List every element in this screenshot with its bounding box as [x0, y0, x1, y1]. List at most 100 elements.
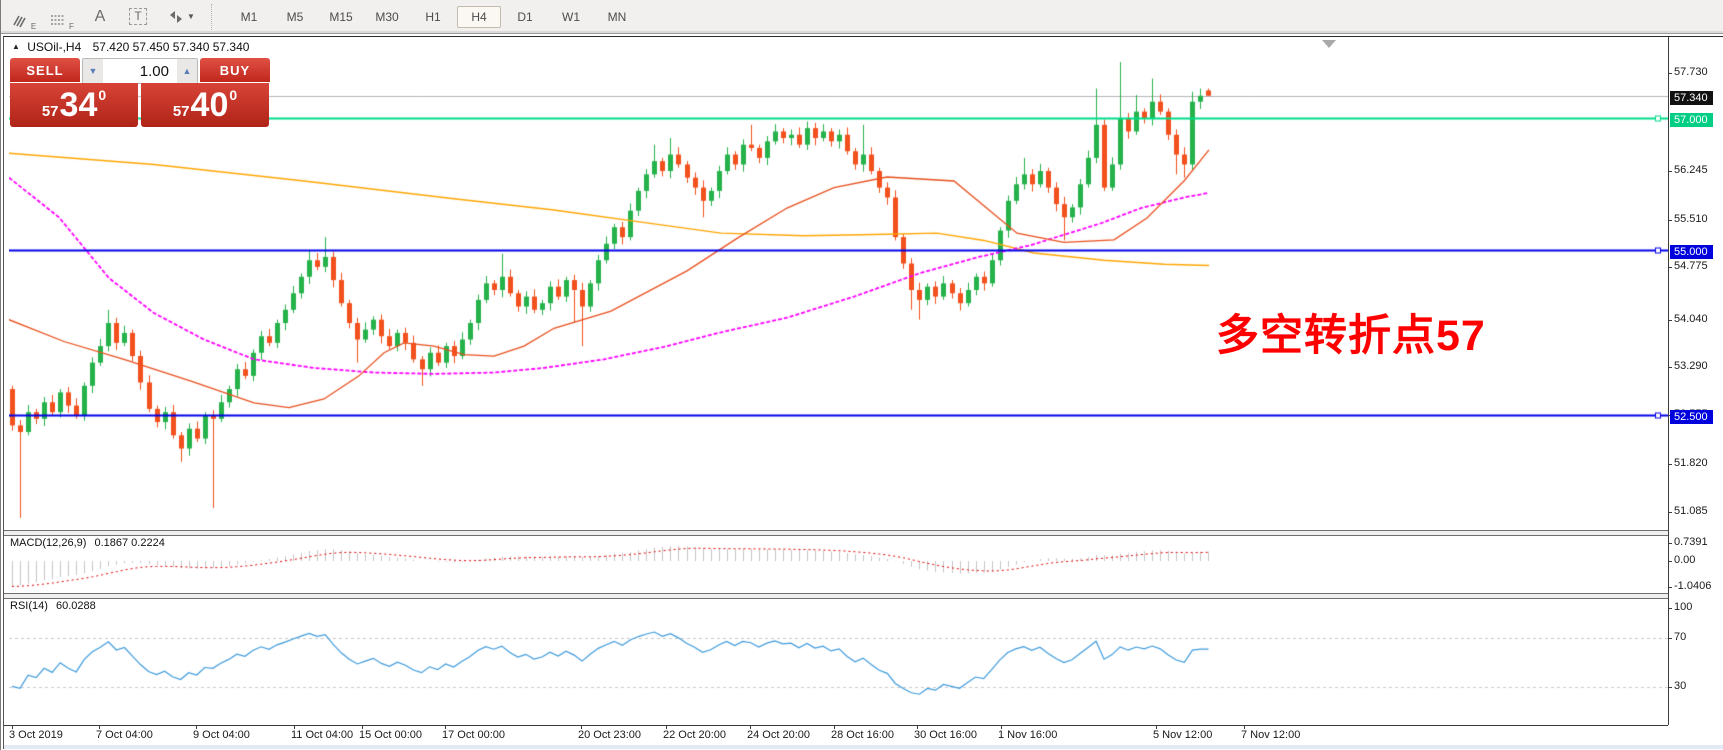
one-click-trading-panel: SELL ▼ 1.00 ▲ BUY 57 34 0 57 40 0	[10, 58, 270, 127]
macd-tick-mark	[1668, 587, 1672, 588]
experts-icon-glyph	[13, 15, 26, 27]
volume-input[interactable]: 1.00	[139, 62, 169, 80]
timeframe-button-h4[interactable]: H4	[457, 5, 501, 28]
experts-icon-sub: E	[30, 21, 37, 31]
text-label-icon[interactable]: A	[94, 7, 106, 25]
price-tick-mark	[1668, 73, 1672, 74]
buy-button[interactable]: BUY	[200, 58, 270, 82]
timeframe-button-d1[interactable]: D1	[517, 9, 533, 24]
macd-axis-label: 0.00	[1674, 554, 1696, 566]
time-tick-mark	[1244, 725, 1245, 729]
chart-client-area: ▲ USOil-,H4 57.420 57.450 57.340 57.340 …	[3, 36, 1723, 749]
text-box-icon[interactable]: T	[123, 5, 153, 29]
timeframe-button-m5[interactable]: M5	[286, 9, 304, 24]
time-tick-label: 3 Oct 2019	[9, 729, 63, 741]
volume-decrease-button[interactable]: ▼	[83, 59, 103, 83]
time-tick-label: 28 Oct 16:00	[831, 729, 894, 741]
rsi-tick-mark	[1668, 638, 1672, 639]
time-tick-mark	[445, 725, 446, 729]
macd-tick-mark	[1668, 543, 1672, 544]
price-tick-label: 57.730	[1674, 66, 1708, 78]
timeframe-button-m30[interactable]: M30	[375, 9, 399, 24]
macd-indicator-chart[interactable]	[9, 536, 1668, 590]
time-tick-label: 7 Oct 04:00	[96, 729, 153, 741]
time-tick-label: 30 Oct 16:00	[914, 729, 977, 741]
time-tick-label: 17 Oct 00:00	[442, 729, 505, 741]
time-tick-label: 11 Oct 04:00	[291, 729, 354, 741]
price-tick-mark	[1668, 171, 1672, 172]
timeframe-button-h1[interactable]: H1	[425, 9, 441, 24]
toolbar-separator	[211, 3, 220, 30]
fibo-grid-icon-glyph	[51, 14, 66, 25]
main-price-chart[interactable]	[9, 40, 1668, 528]
rsi-axis-label: 100	[1674, 601, 1693, 613]
time-tick-mark	[12, 725, 13, 729]
time-tick-mark	[196, 725, 197, 729]
timeframe-button-m15[interactable]: M15	[329, 9, 353, 24]
price-axis-line	[1668, 37, 1669, 725]
timeframe-bar: M1 M5 M15 M30 H1 H4 D1 W1 MN	[226, 5, 640, 28]
cycle-arrows-glyph	[170, 10, 183, 23]
time-tick-mark	[99, 725, 100, 729]
time-tick-label: 9 Oct 04:00	[193, 729, 250, 741]
time-tick-label: 1 Nov 16:00	[998, 729, 1058, 741]
macd-tick-mark	[1668, 561, 1672, 562]
sell-price-sup: 0	[98, 87, 107, 103]
buy-price-display[interactable]: 57 40 0	[141, 83, 269, 127]
time-tick-mark	[917, 725, 918, 729]
timeframe-button-mn[interactable]: MN	[607, 9, 627, 24]
price-tick-label: 54.775	[1674, 260, 1708, 272]
sell-price-big: 34	[59, 86, 98, 124]
price-tick-mark	[1668, 464, 1672, 465]
time-tick-mark	[1001, 725, 1002, 729]
price-badge: 52.500	[1670, 410, 1713, 424]
text-box-glyph: T	[129, 8, 147, 25]
rsi-name: RSI(14)	[10, 600, 48, 612]
timeframe-button-w1[interactable]: W1	[562, 9, 580, 24]
price-tick-label: 55.510	[1674, 213, 1708, 225]
volume-increase-button[interactable]: ▲	[177, 59, 197, 83]
rsi-indicator-chart[interactable]	[9, 599, 1668, 725]
time-tick-label: 22 Oct 20:00	[663, 729, 726, 741]
price-tick-mark	[1668, 320, 1672, 321]
timeframe-button-m1[interactable]: M1	[240, 9, 258, 24]
price-tick-label: 56.245	[1674, 164, 1708, 176]
fibo-grid-icon[interactable]: F	[47, 5, 77, 31]
macd-values: 0.1867 0.2224	[94, 537, 165, 549]
toolbar: E F A T ▼ M1 M5 M15 M30 H1 H4 D1 W1 MN	[1, 0, 1723, 34]
price-tick-label: 53.290	[1674, 360, 1708, 372]
rsi-axis-label: 70	[1674, 631, 1687, 643]
price-tick-label: 51.085	[1674, 505, 1708, 517]
experts-icon[interactable]: E	[9, 5, 39, 31]
rsi-tick-mark	[1668, 687, 1672, 688]
rsi-axis-label: 30	[1674, 680, 1687, 692]
rsi-value: 60.0288	[55, 600, 96, 612]
time-tick-mark	[581, 725, 582, 729]
buy-price-big: 40	[190, 86, 229, 124]
price-badge: 55.000	[1670, 245, 1713, 259]
price-tick-mark	[1668, 267, 1672, 268]
sell-price-display[interactable]: 57 34 0	[10, 83, 138, 127]
volume-stepper: ▼ 1.00 ▲	[82, 58, 198, 84]
price-tick-label: 54.040	[1674, 313, 1708, 325]
time-tick-label: 20 Oct 23:00	[578, 729, 641, 741]
time-tick-mark	[666, 725, 667, 729]
price-badge: 57.000	[1670, 113, 1713, 127]
main-macd-separator[interactable]	[4, 530, 1668, 536]
price-tick-mark	[1668, 512, 1672, 513]
sell-button[interactable]: SELL	[10, 58, 80, 82]
time-tick-mark	[834, 725, 835, 729]
time-tick-label: 7 Nov 12:00	[1241, 729, 1301, 741]
chart-annotation-text[interactable]: 多空转折点57	[1216, 312, 1486, 360]
time-tick-mark	[294, 725, 295, 729]
chart-shift-marker-icon[interactable]	[1322, 40, 1336, 48]
rsi-tick-mark	[1668, 608, 1672, 609]
macd-rsi-separator[interactable]	[4, 593, 1668, 599]
buy-price-sup: 0	[229, 87, 238, 103]
time-tick-label: 5 Nov 12:00	[1153, 729, 1213, 741]
cycle-arrows-icon[interactable]: ▼	[161, 5, 201, 29]
horizontal-scrollbar[interactable]	[4, 745, 1723, 749]
time-tick-label: 24 Oct 20:00	[747, 729, 810, 741]
macd-name: MACD(12,26,9)	[10, 537, 87, 549]
